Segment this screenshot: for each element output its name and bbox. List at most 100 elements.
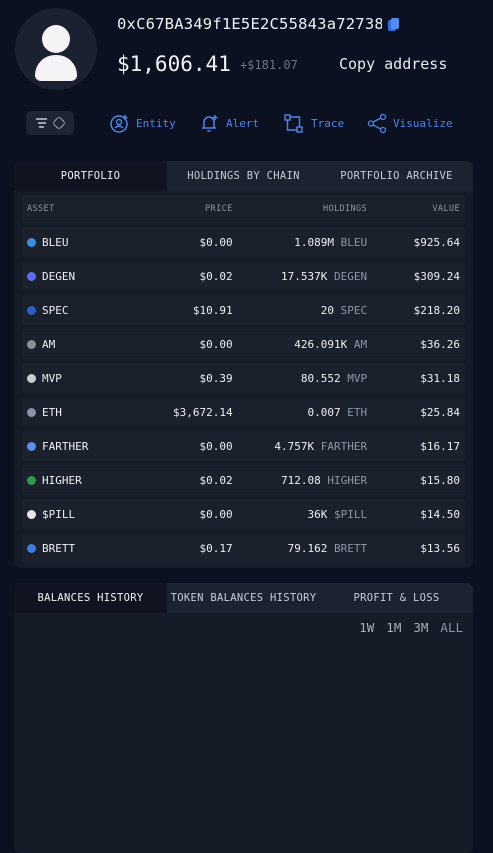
trace-label: Trace: [311, 116, 345, 130]
holdings-cell: 4.757K FARTHER: [233, 440, 367, 453]
asset-name: $PILL: [42, 507, 76, 521]
holdings-unit: ETH: [347, 405, 368, 419]
value-cell: $14.50: [420, 507, 460, 521]
asset-name: HIGHER: [42, 473, 82, 487]
value-cell: $15.80: [420, 473, 460, 487]
copy-address-button[interactable]: Copy address: [339, 55, 448, 73]
farther-icon: [27, 441, 36, 451]
entity-button[interactable]: Entity: [109, 110, 176, 136]
degen-icon: [27, 271, 36, 281]
filter-icon: [36, 118, 47, 130]
table-row[interactable]: HIGHER $0.02 712.08 HIGHER $15.80: [22, 465, 465, 495]
table-row[interactable]: BLEU $0.00 1.089M BLEU $925.64: [22, 227, 465, 257]
spec-icon: [27, 305, 36, 315]
table-row[interactable]: SPEC $10.91 20 SPEC $218.20: [22, 295, 465, 325]
holdings-cell: 36K $PILL: [233, 508, 367, 521]
column-value[interactable]: VALUE: [432, 204, 460, 214]
price-cell: $0.00: [199, 337, 233, 351]
asset-name: SPEC: [42, 303, 69, 317]
asset-cell: BLEU: [22, 236, 146, 249]
price-cell: $0.17: [199, 541, 233, 555]
entity-icon: [110, 114, 128, 133]
value-cell: $309.24: [413, 269, 460, 283]
asset-cell: SPEC: [22, 304, 146, 317]
holdings-amount: 0.007: [307, 405, 341, 419]
holdings-cell: 20 SPEC: [233, 304, 367, 317]
balance-change: +$181.07: [240, 58, 298, 72]
holdings-amount: 712.08: [280, 473, 321, 487]
tab-holdings-by-chain[interactable]: HOLDINGS BY CHAIN: [187, 170, 300, 182]
holdings-amount: 20: [320, 303, 334, 317]
holdings-amount: 80.552: [300, 371, 341, 385]
range-3m[interactable]: 3M: [413, 620, 429, 635]
column-holdings[interactable]: HOLDINGS: [322, 204, 368, 214]
tab-balances-history[interactable]: BALANCES HISTORY: [14, 583, 167, 613]
portfolio-panel: PORTFOLIO HOLDINGS BY CHAIN PORTFOLIO AR…: [14, 161, 473, 568]
holdings-cell: 17.537K DEGEN: [233, 270, 367, 283]
tab-portfolio[interactable]: PORTFOLIO: [14, 161, 167, 191]
price-cell: $3,672.14: [173, 405, 233, 419]
range-1w[interactable]: 1W: [359, 620, 375, 635]
asset-cell: MVP: [22, 372, 146, 385]
value-cell: $218.20: [413, 303, 460, 317]
price-cell: $0.00: [199, 439, 233, 453]
table-row[interactable]: ETH $3,672.14 0.007 ETH $25.84: [22, 397, 465, 427]
am-icon: [27, 339, 36, 349]
table-row[interactable]: MVP $0.39 80.552 MVP $31.18: [22, 363, 465, 393]
mvp-icon: [27, 373, 36, 383]
holdings-amount: 36K: [307, 507, 328, 521]
asset-cell: $PILL: [22, 508, 146, 521]
tab-token-balances-history[interactable]: TOKEN BALANCES HISTORY: [170, 592, 317, 604]
value-cell: $925.64: [413, 235, 460, 249]
holdings-cell: 712.08 HIGHER: [233, 474, 367, 487]
table-row[interactable]: AM $0.00 426.091K AM $36.26: [22, 329, 465, 359]
table-row[interactable]: $PILL $0.00 36K $PILL $14.50: [22, 499, 465, 529]
wallet-address[interactable]: 0xC67BA349f1E5E2C55843a72738: [117, 15, 382, 33]
copy-icon[interactable]: [388, 18, 399, 32]
asset-cell: BRETT: [22, 542, 146, 555]
holdings-amount: 1.089M: [294, 235, 334, 249]
asset-name: BLEU: [42, 235, 69, 249]
graph-icon: [367, 113, 387, 133]
asset-cell: HIGHER: [22, 474, 146, 487]
asset-name: ETH: [42, 405, 62, 419]
table-row[interactable]: FARTHER $0.00 4.757K FARTHER $16.17: [22, 431, 465, 461]
range-1m[interactable]: 1M: [386, 620, 402, 635]
holdings-amount: 4.757K: [274, 439, 315, 453]
price-cell: $0.00: [199, 507, 233, 521]
trace-icon: [284, 113, 303, 133]
value-cell: $16.17: [420, 439, 460, 453]
entity-label: Entity: [136, 116, 176, 130]
price-cell: $0.00: [199, 235, 233, 249]
avatar: [15, 8, 97, 90]
trace-button[interactable]: Trace: [283, 110, 344, 136]
column-asset[interactable]: ASSET: [27, 204, 55, 214]
tab-profit-loss[interactable]: PROFIT & LOSS: [353, 592, 440, 604]
holdings-unit: DEGEN: [333, 269, 368, 283]
tab-portfolio-archive[interactable]: PORTFOLIO ARCHIVE: [340, 170, 453, 182]
filter-link-button[interactable]: [26, 111, 74, 135]
range-all[interactable]: ALL: [440, 620, 463, 635]
value-cell: $31.18: [420, 371, 460, 385]
alert-button[interactable]: Alert: [199, 110, 259, 136]
holdings-table-body: BLEU $0.00 1.089M BLEU $925.64 DEGEN $0.02 17.…: [14, 227, 473, 563]
total-balance: $1,606.41: [117, 52, 231, 76]
table-row[interactable]: BRETT $0.17 79.162 BRETT $13.56: [22, 533, 465, 563]
holdings-unit: SPEC: [340, 303, 368, 317]
price-cell: $0.02: [199, 473, 233, 487]
holdings-unit: MVP: [347, 371, 368, 385]
value-cell: $13.56: [420, 541, 460, 555]
visualize-button[interactable]: Visualize: [367, 110, 453, 136]
brett-icon: [27, 543, 36, 553]
asset-cell: DEGEN: [22, 270, 146, 283]
asset-name: BRETT: [42, 541, 76, 555]
holdings-amount: 17.537K: [280, 269, 328, 283]
higher-icon: [27, 475, 36, 485]
asset-cell: FARTHER: [22, 440, 146, 453]
eth-icon: [27, 407, 36, 417]
holdings-amount: 426.091K: [294, 337, 348, 351]
holdings-cell: 426.091K AM: [233, 338, 367, 351]
column-price[interactable]: PRICE: [205, 204, 233, 214]
holdings-cell: 79.162 BRETT: [233, 542, 368, 555]
table-row[interactable]: DEGEN $0.02 17.537K DEGEN $309.24: [22, 261, 465, 291]
